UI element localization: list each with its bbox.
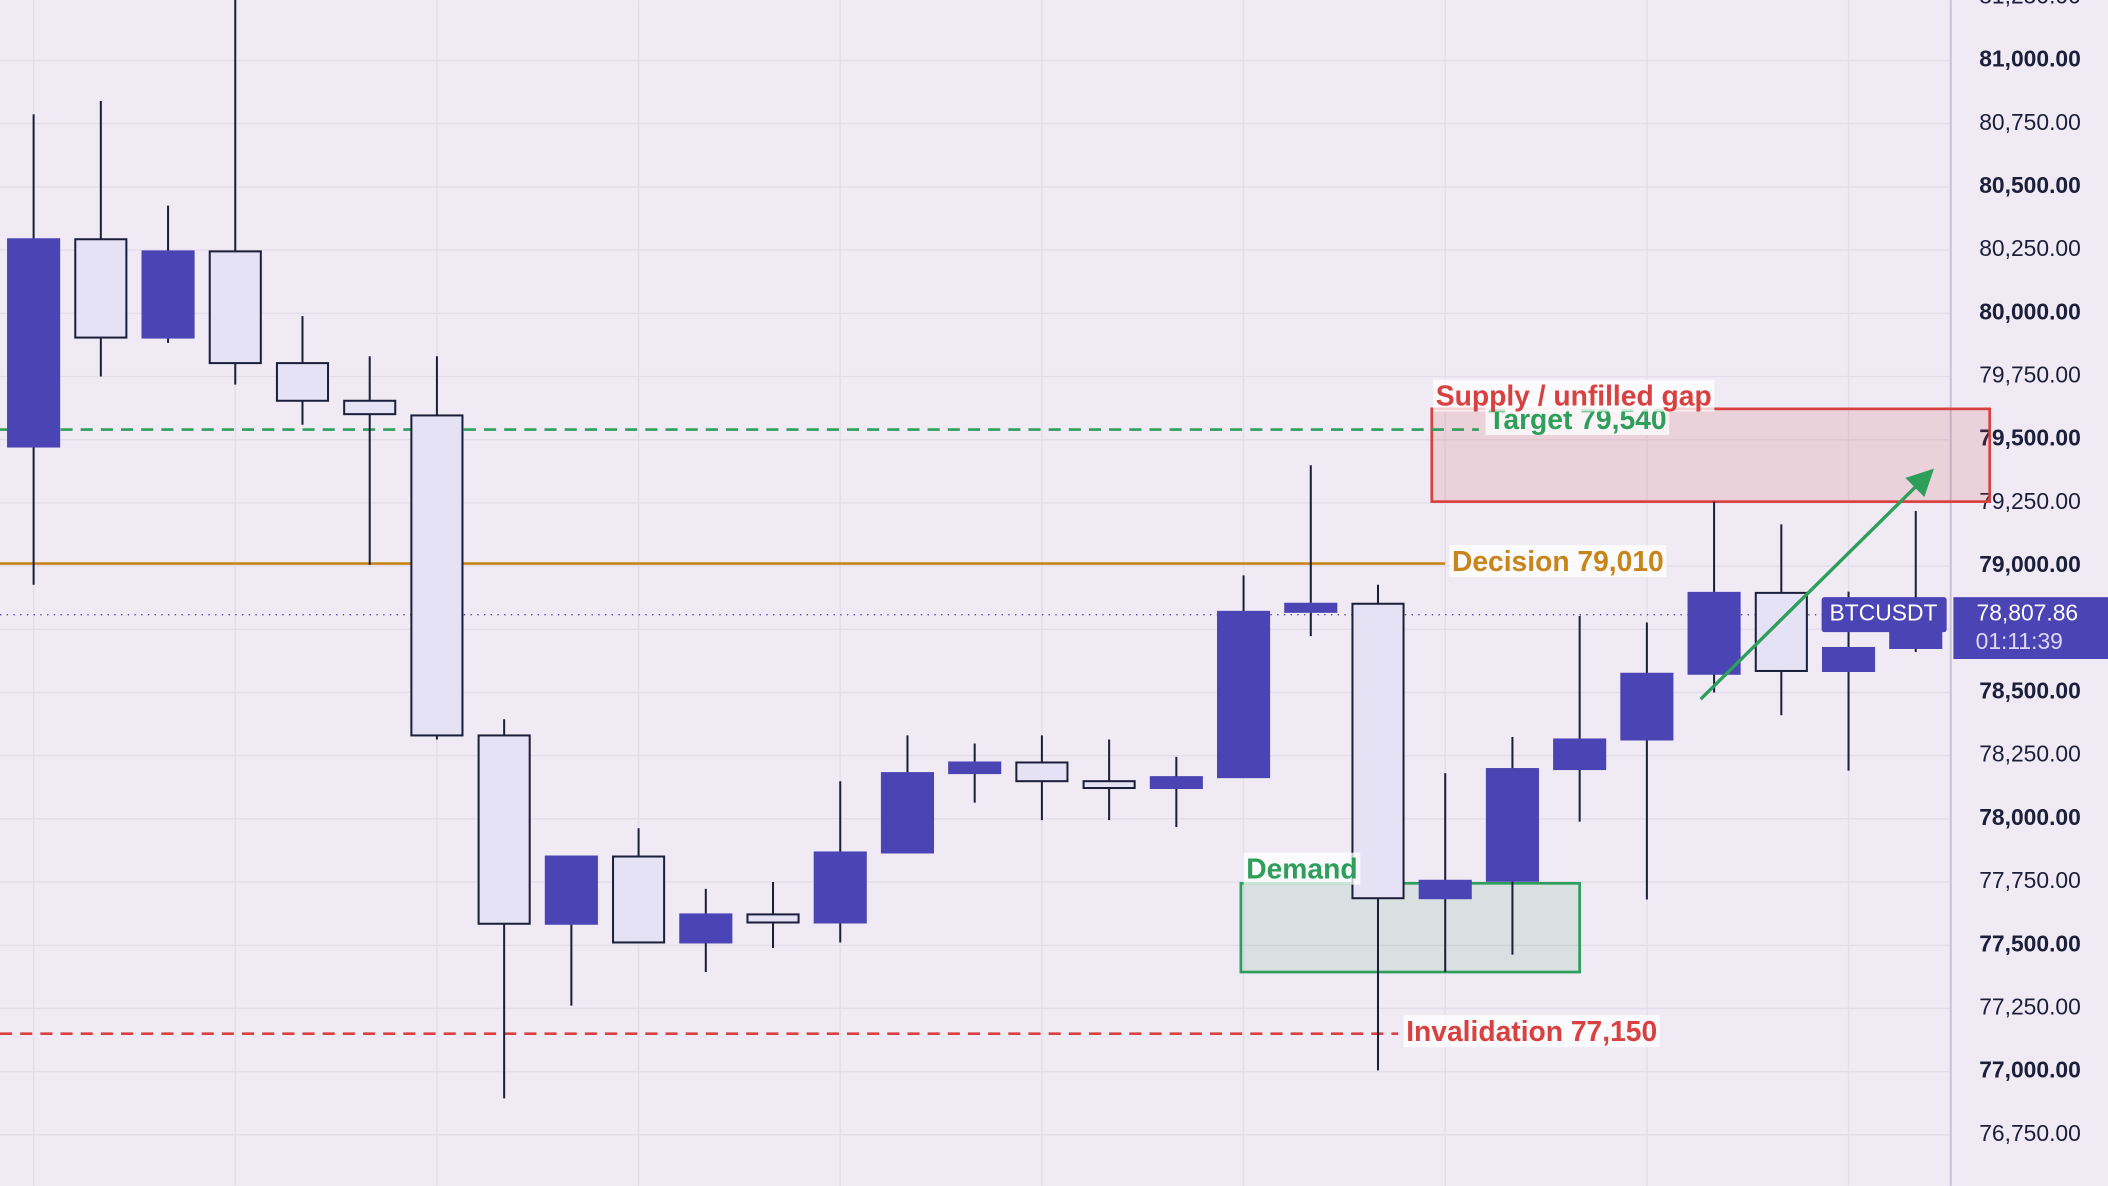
candle-body: [1351, 602, 1405, 900]
candle-body: [1485, 768, 1539, 882]
price-label: 78,807.86: [1977, 600, 2079, 626]
y-tick-label: 80,000.00: [1979, 298, 2081, 324]
candle-body: [679, 913, 733, 944]
zone-label: Supply / unfilled gap: [1433, 379, 1715, 412]
zone-label: Demand: [1246, 853, 1357, 885]
candle-body: [880, 772, 935, 854]
zone-label-bg: [1243, 852, 1361, 885]
candle-body: [544, 855, 598, 925]
y-tick-label: 81,000.00: [1979, 46, 2081, 72]
candle-body: [410, 414, 464, 737]
candle-body: [141, 250, 195, 339]
y-tick-label: 79,500.00: [1979, 425, 2081, 451]
y-tick-label: 80,750.00: [1979, 109, 2081, 135]
y-tick-label: 77,250.00: [1979, 993, 2081, 1019]
y-tick-label: 77,750.00: [1979, 867, 2081, 893]
candle-body: [1015, 761, 1069, 783]
y-tick-label: 81,250.00: [1979, 0, 2081, 8]
level-label: Decision 79,010: [1452, 545, 1664, 577]
zone-label: Supply / unfilled gap: [1436, 380, 1712, 412]
y-tick-label: 77,500.00: [1979, 930, 2081, 956]
candle-body: [1754, 591, 1808, 672]
candle-body: [1149, 776, 1203, 790]
candle-body: [1082, 780, 1136, 790]
candle-body: [275, 362, 330, 402]
trend-arrow: [1699, 468, 1934, 701]
y-tick-label: 80,250.00: [1979, 235, 2081, 261]
y-tick-label: 80,500.00: [1979, 172, 2081, 198]
countdown-label: 01:11:39: [1976, 628, 2063, 654]
candle-body: [1620, 672, 1674, 741]
candle-body: [948, 761, 1002, 775]
y-tick-label: 79,250.00: [1979, 488, 2081, 514]
candle-body: [1553, 738, 1607, 771]
candle-body: [1418, 879, 1472, 900]
candle-body: [74, 238, 128, 339]
candle-body: [1687, 591, 1741, 675]
level-label: Invalidation 77,150: [1406, 1015, 1657, 1047]
level-label-bg: [1449, 545, 1667, 578]
candle-body: [1284, 602, 1338, 613]
zone: [1239, 881, 1582, 974]
y-tick-label: 79,750.00: [1979, 362, 2081, 388]
level-label: Invalidation 77,150: [1403, 1015, 1660, 1048]
candle-body: [746, 913, 800, 924]
zone-label: Demand: [1243, 852, 1361, 885]
zone-label-bg: [1433, 379, 1715, 412]
candle-body: [1821, 646, 1876, 672]
candle-body: [813, 851, 867, 924]
y-tick-label: 78,250.00: [1979, 741, 2081, 767]
y-tick-label: 77,000.00: [1979, 1057, 2081, 1083]
level-label: Decision 79,010: [1449, 545, 1667, 578]
y-tick-label: 76,750.00: [1979, 1120, 2081, 1146]
level-label-bg: [1403, 1015, 1660, 1048]
price-tag: [1953, 597, 2108, 660]
y-tick-label: 78,000.00: [1979, 804, 2081, 830]
candle-body: [1217, 610, 1271, 779]
y-tick-label: 79,000.00: [1979, 551, 2081, 577]
symbol-tag: [1821, 597, 1947, 633]
y-tick-label: 78,500.00: [1979, 677, 2081, 703]
symbol-label: BTCUSDT: [1830, 600, 1938, 626]
candle-body: [343, 399, 397, 416]
candle-body: [612, 855, 666, 944]
candle-body: [208, 250, 262, 365]
candle-body: [7, 238, 61, 448]
candle-body: [477, 734, 531, 925]
